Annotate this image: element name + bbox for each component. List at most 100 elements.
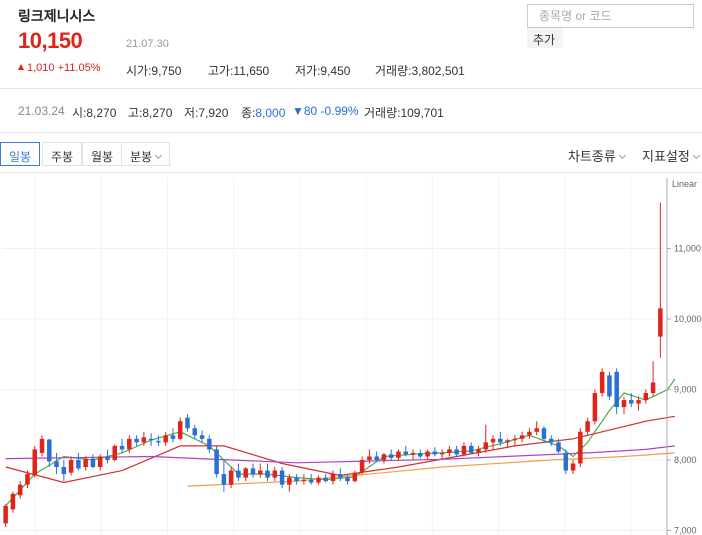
divider bbox=[0, 88, 702, 89]
candle-body bbox=[498, 438, 503, 443]
divider bbox=[0, 172, 702, 173]
candle-body bbox=[221, 474, 227, 485]
candle-body bbox=[512, 438, 518, 441]
candle-body bbox=[563, 452, 569, 471]
candle-body bbox=[272, 470, 278, 478]
candle-body bbox=[658, 308, 663, 337]
tab-minute[interactable]: 분봉 bbox=[121, 142, 171, 166]
candle-body bbox=[629, 400, 634, 404]
y-axis-scale-label: Linear bbox=[672, 179, 697, 189]
candle-body bbox=[294, 477, 299, 482]
high-price: 고가:11,650 bbox=[208, 64, 270, 78]
candle-body bbox=[207, 438, 212, 450]
search-box bbox=[527, 4, 694, 28]
candle-body bbox=[32, 449, 37, 476]
add-button[interactable]: 추가 bbox=[527, 28, 563, 48]
candle-body bbox=[323, 477, 328, 482]
candle-volume: 거래량:109,701 bbox=[364, 106, 444, 120]
candle-body bbox=[548, 438, 554, 443]
candle-body bbox=[119, 445, 125, 450]
candle-body bbox=[148, 438, 154, 441]
candle-body bbox=[228, 470, 234, 485]
candle-body bbox=[476, 449, 481, 453]
candle-body bbox=[614, 371, 619, 408]
candle-body bbox=[127, 438, 132, 450]
candle-body bbox=[425, 451, 430, 457]
candle-body bbox=[17, 484, 23, 496]
candle-open: 시:8,270 bbox=[72, 106, 117, 120]
candle-body bbox=[330, 474, 336, 482]
candle-body bbox=[556, 442, 561, 452]
y-tick-label: 9,000 bbox=[674, 384, 697, 394]
chevron-down-icon bbox=[155, 151, 163, 160]
open-price: 시가:9,750 bbox=[126, 64, 182, 78]
candle-body bbox=[90, 458, 96, 468]
chart-type-menu[interactable]: 차트종류 bbox=[568, 146, 626, 165]
low-price: 저가:9,450 bbox=[295, 64, 351, 78]
price-change: 1,010 +11.05% bbox=[18, 62, 101, 74]
candle-body bbox=[308, 479, 314, 483]
candle-body bbox=[170, 435, 176, 439]
candle-body bbox=[461, 445, 467, 455]
candle-body bbox=[454, 449, 459, 455]
trade-volume: 거래량:3,802,501 bbox=[375, 64, 465, 78]
candle-body bbox=[47, 439, 52, 462]
tab-daily[interactable]: 일봉 bbox=[0, 142, 41, 166]
candle-body bbox=[3, 505, 8, 524]
candle-low: 저:7,920 bbox=[184, 106, 229, 120]
candle-body bbox=[621, 400, 627, 408]
candle-change: ▼80 -0.99% bbox=[292, 104, 359, 118]
candle-body bbox=[352, 472, 358, 482]
candle-body bbox=[439, 452, 445, 455]
tab-weekly[interactable]: 주봉 bbox=[42, 142, 83, 166]
price-change-text: 1,010 +11.05% bbox=[27, 62, 101, 74]
candle-body bbox=[257, 470, 263, 475]
candle-body bbox=[505, 440, 510, 443]
ma120-line bbox=[187, 452, 675, 487]
candle-body bbox=[592, 393, 598, 422]
chevron-down-icon bbox=[692, 151, 700, 160]
candle-body bbox=[83, 458, 88, 468]
price-date: 21.07.30 bbox=[126, 38, 169, 50]
candle-body bbox=[10, 493, 16, 510]
ma20-line bbox=[5, 415, 675, 484]
candle-body bbox=[214, 449, 219, 475]
tab-monthly[interactable]: 월봉 bbox=[82, 142, 123, 166]
indicator-settings-menu[interactable]: 지표설정 bbox=[642, 146, 700, 165]
search-input[interactable] bbox=[528, 5, 693, 27]
candle-date: 21.03.24 bbox=[18, 104, 65, 118]
candle-high: 고:8,270 bbox=[128, 106, 173, 120]
candle-body bbox=[403, 451, 409, 455]
candle-body bbox=[250, 468, 256, 475]
candle-body bbox=[359, 459, 365, 473]
candle-body bbox=[236, 470, 241, 478]
candle-body bbox=[534, 428, 539, 432]
candle-body bbox=[607, 375, 612, 397]
candle-body bbox=[97, 456, 103, 468]
candles bbox=[3, 202, 663, 527]
chevron-down-icon bbox=[618, 151, 626, 160]
candle-body bbox=[134, 438, 139, 443]
candle-body bbox=[447, 449, 452, 453]
candle-body bbox=[490, 438, 496, 443]
candle-close-label: 종: bbox=[241, 106, 256, 120]
candle-body bbox=[199, 435, 205, 439]
candle-body bbox=[287, 477, 292, 485]
candle-body bbox=[25, 474, 30, 485]
candle-body bbox=[163, 435, 168, 443]
grid bbox=[2, 178, 664, 534]
candle-body bbox=[177, 421, 183, 439]
candle-body bbox=[527, 431, 532, 436]
candle-body bbox=[301, 479, 307, 482]
candle-body bbox=[432, 451, 438, 455]
candle-body bbox=[418, 452, 423, 457]
candle-body bbox=[650, 382, 656, 394]
up-arrow-icon bbox=[18, 64, 24, 70]
chart-type-label: 차트종류 bbox=[568, 149, 616, 164]
price-chart[interactable]: Linear 7,000 8,000 9,000 10,000 11,000 bbox=[0, 176, 702, 535]
candle-body bbox=[39, 438, 45, 453]
candle-body bbox=[105, 456, 110, 460]
ma5-line bbox=[5, 378, 676, 507]
divider bbox=[0, 132, 702, 133]
candle-body bbox=[570, 463, 576, 471]
